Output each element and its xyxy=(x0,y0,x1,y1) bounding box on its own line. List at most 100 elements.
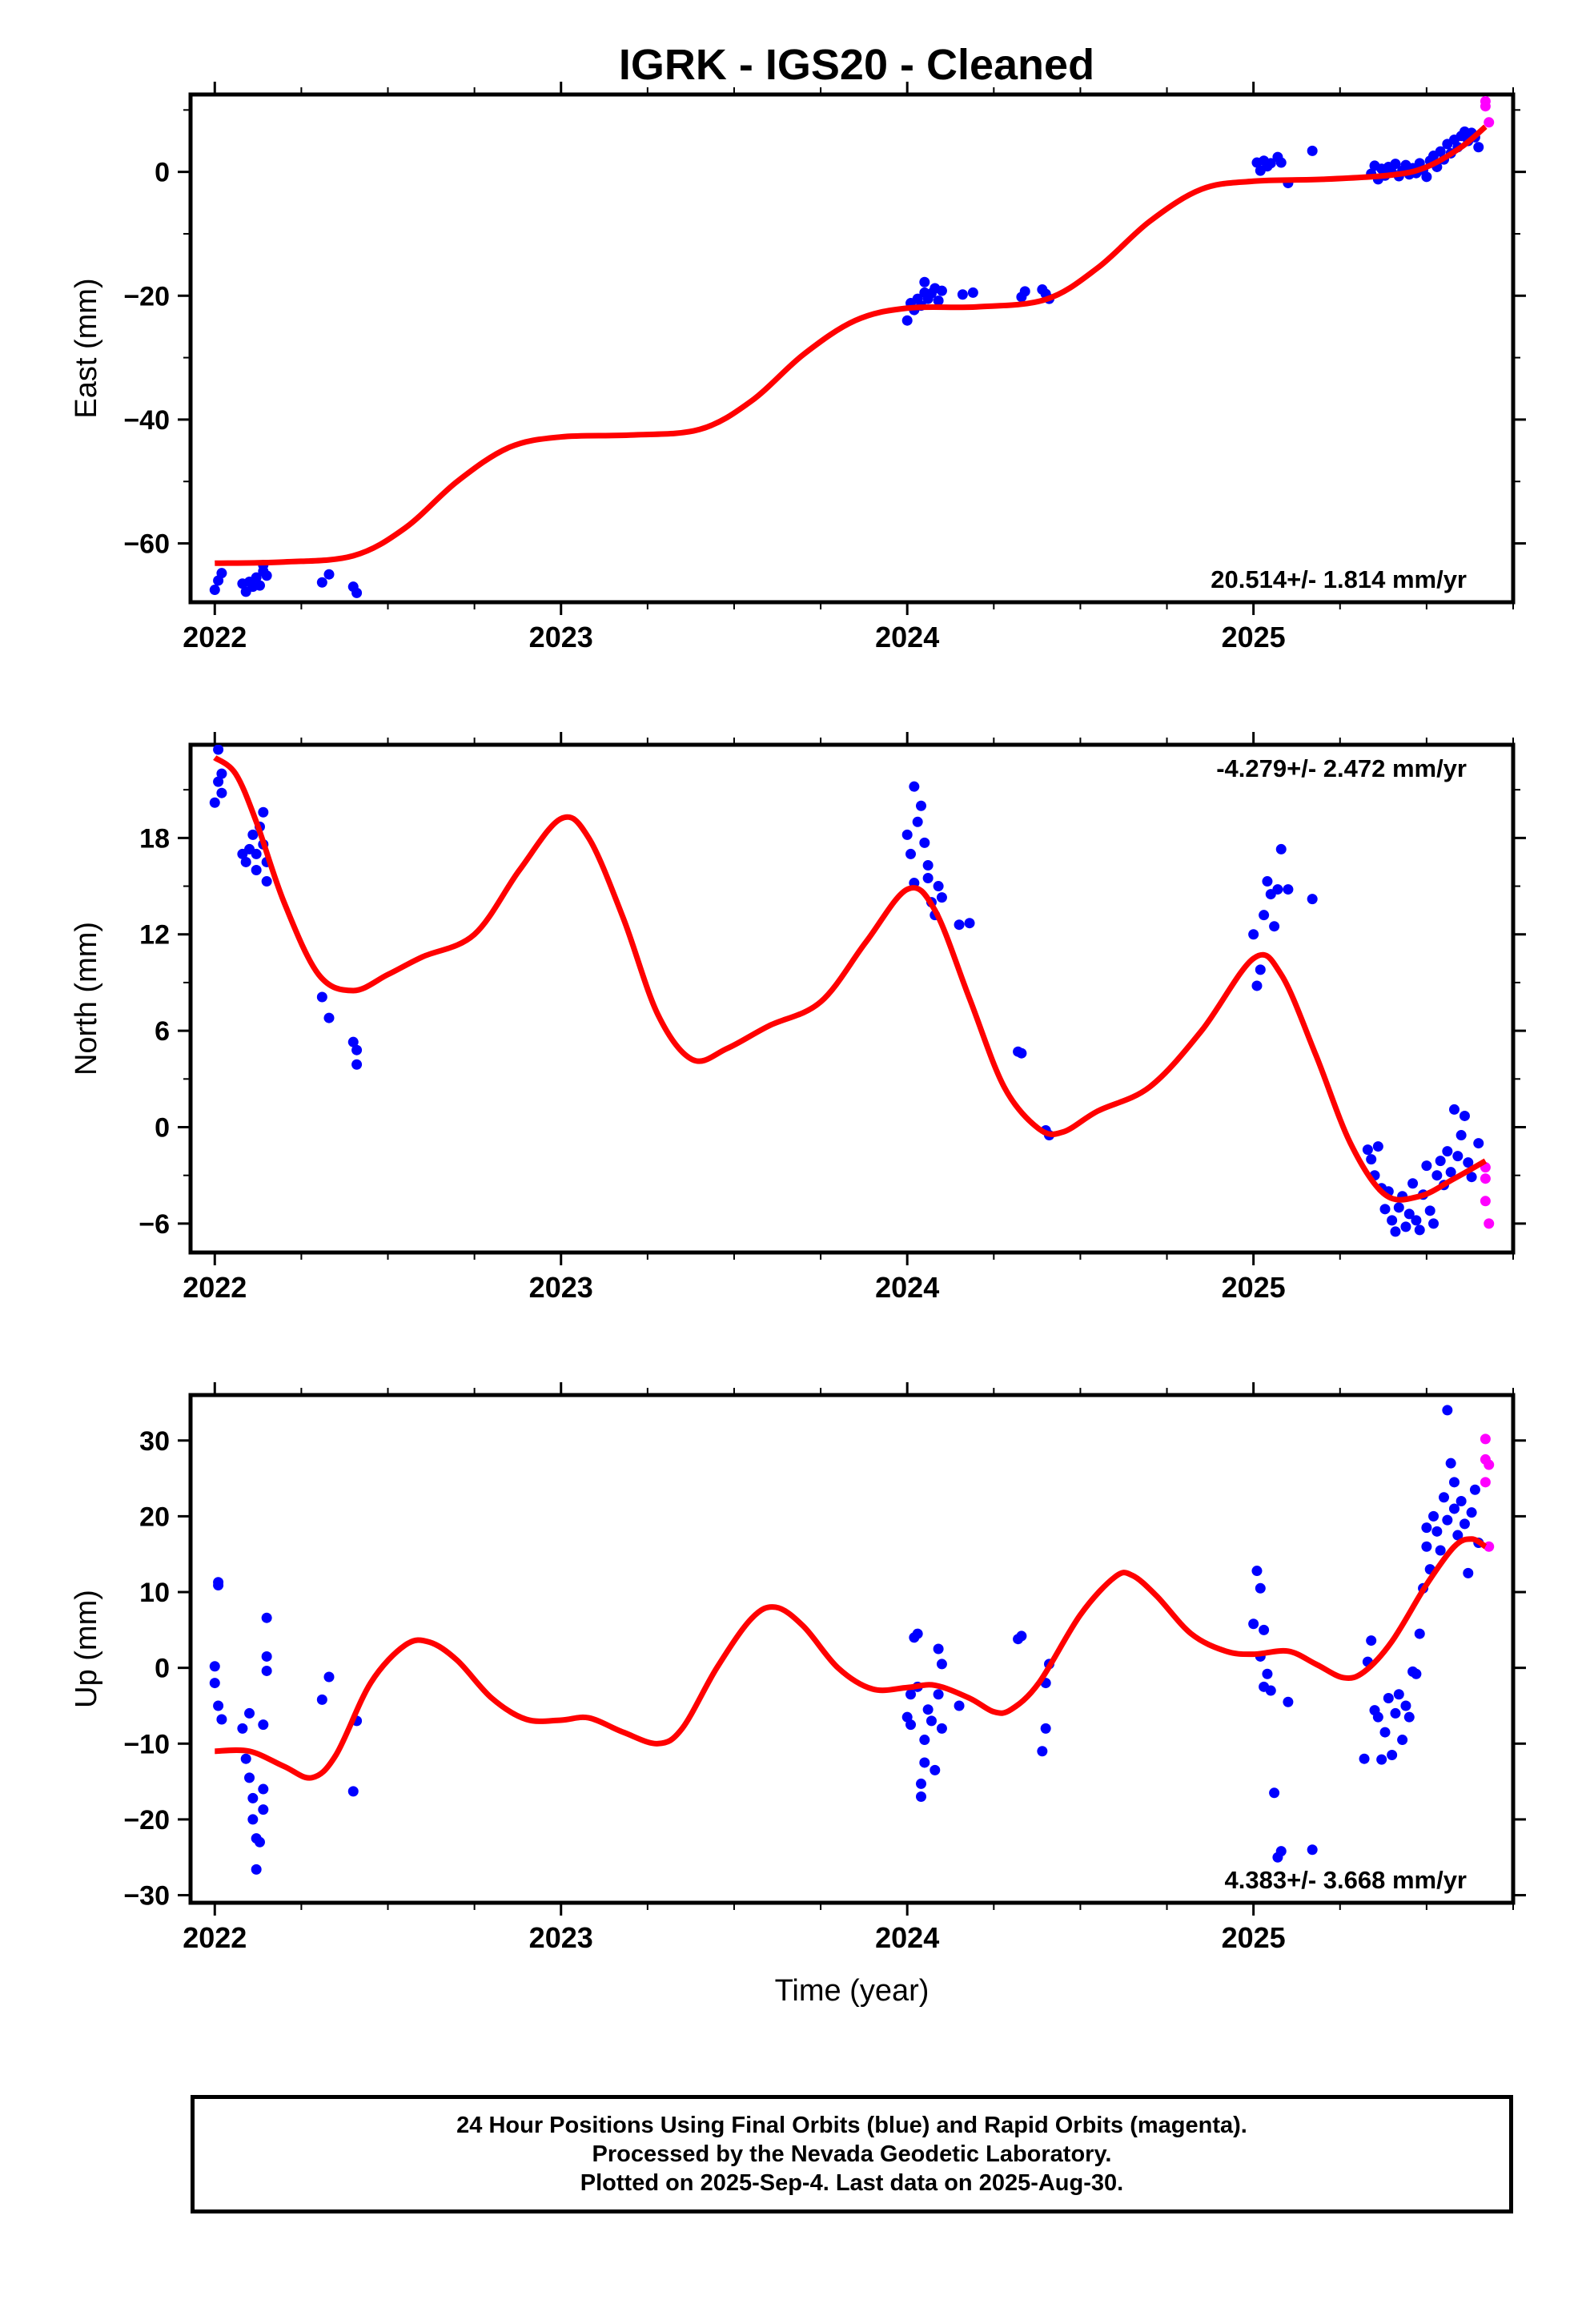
final-orbit-point xyxy=(1397,1735,1408,1746)
final-orbit-point xyxy=(1411,1668,1422,1679)
final-orbit-point xyxy=(1403,1711,1415,1723)
final-orbit-point xyxy=(1463,1567,1474,1578)
final-orbit-point xyxy=(1452,1530,1464,1541)
final-orbit-point xyxy=(1307,145,1318,156)
final-orbit-point xyxy=(240,856,251,867)
final-orbit-point xyxy=(1016,1630,1027,1642)
final-orbit-point xyxy=(1383,1693,1394,1704)
final-orbit-point xyxy=(247,1814,259,1825)
final-orbit-point xyxy=(1456,1495,1467,1506)
final-orbit-point xyxy=(209,1661,220,1672)
final-orbit-point xyxy=(1407,1178,1419,1189)
final-orbit-point xyxy=(1248,929,1259,940)
x-tick-label: 2024 xyxy=(875,1271,939,1304)
x-tick-label: 2024 xyxy=(875,621,939,653)
x-tick-label: 2023 xyxy=(529,621,593,653)
x-tick-label: 2024 xyxy=(875,1921,939,1954)
final-orbit-point xyxy=(1359,1753,1370,1764)
final-orbit-point xyxy=(1255,1582,1266,1594)
final-orbit-point xyxy=(1431,1170,1443,1181)
final-orbit-point xyxy=(1275,1846,1287,1857)
final-orbit-point xyxy=(1424,1205,1435,1216)
final-orbit-point xyxy=(323,1012,335,1023)
y-tick-label: −10 xyxy=(123,1729,170,1759)
final-orbit-point xyxy=(1275,843,1287,854)
final-orbit-point xyxy=(915,1778,926,1789)
data-points xyxy=(209,96,1495,598)
final-orbit-point xyxy=(922,859,934,870)
final-orbit-point xyxy=(1459,1518,1470,1530)
final-orbit-point xyxy=(1428,1218,1439,1229)
final-orbit-point xyxy=(1040,1723,1051,1734)
final-orbit-point xyxy=(1400,1221,1411,1232)
y-axis-label: North (mm) xyxy=(70,922,103,1076)
x-tick-label: 2022 xyxy=(183,1921,247,1954)
x-tick-label: 2022 xyxy=(183,1271,247,1304)
final-orbit-point xyxy=(1262,1668,1273,1679)
final-orbit-point xyxy=(251,1864,262,1875)
final-orbit-point xyxy=(954,919,965,931)
y-tick-label: −6 xyxy=(139,1209,170,1240)
footer-line-3: Plotted on 2025-Sep-4. Last data on 2025… xyxy=(580,2170,1124,2196)
final-orbit-point xyxy=(1456,1130,1467,1141)
plot-frame xyxy=(188,742,1516,1255)
y-tick-label: 0 xyxy=(155,1113,170,1144)
final-orbit-point xyxy=(316,991,327,1003)
final-orbit-point xyxy=(1393,1202,1404,1213)
final-orbit-point xyxy=(209,1678,220,1689)
footer-line-1: 24 Hour Positions Using Final Orbits (bl… xyxy=(456,2113,1247,2138)
final-orbit-point xyxy=(1445,1167,1456,1178)
final-orbit-point xyxy=(261,1665,272,1676)
final-orbit-point xyxy=(323,1671,335,1683)
model-curve xyxy=(213,755,1488,1203)
x-tick-label: 2025 xyxy=(1222,621,1286,653)
rapid-orbit-point xyxy=(1480,101,1491,112)
final-orbit-point xyxy=(1448,1503,1460,1514)
final-orbit-point xyxy=(1255,964,1266,975)
final-orbit-point xyxy=(915,800,926,811)
final-orbit-point xyxy=(261,876,272,887)
final-orbit-point xyxy=(1262,876,1273,887)
final-orbit-point xyxy=(216,787,227,798)
final-orbit-point xyxy=(347,1786,359,1797)
final-orbit-point xyxy=(216,568,227,579)
final-orbit-point xyxy=(922,873,934,884)
final-orbit-point xyxy=(351,587,363,598)
final-orbit-point xyxy=(1283,884,1294,895)
y-tick-label: −30 xyxy=(123,1881,170,1912)
final-orbit-point xyxy=(1414,1224,1425,1236)
final-orbit-point xyxy=(1448,1104,1460,1115)
final-orbit-point xyxy=(216,1714,227,1725)
final-orbit-point xyxy=(1428,1510,1439,1522)
final-orbit-point xyxy=(1463,1157,1474,1168)
final-orbit-point xyxy=(1366,1154,1377,1165)
final-orbit-point xyxy=(1307,894,1318,905)
final-orbit-point xyxy=(1251,980,1263,991)
final-orbit-point xyxy=(316,1694,327,1705)
final-orbit-point xyxy=(1379,1727,1391,1738)
x-tick-label: 2025 xyxy=(1222,1921,1286,1954)
final-orbit-point xyxy=(1265,1685,1276,1696)
final-orbit-point xyxy=(919,1757,930,1768)
final-orbit-point xyxy=(251,572,262,583)
final-orbit-point xyxy=(1448,1477,1460,1488)
final-orbit-point xyxy=(1259,910,1270,921)
final-orbit-point xyxy=(933,1643,944,1655)
final-orbit-point xyxy=(936,1723,947,1734)
y-tick-label: 18 xyxy=(139,823,170,854)
final-orbit-point xyxy=(957,289,968,300)
chart-title: IGRK - IGS20 - Cleaned xyxy=(618,41,1095,89)
final-orbit-point xyxy=(919,276,930,287)
final-orbit-point xyxy=(1269,921,1280,932)
final-orbit-point xyxy=(1466,1172,1477,1183)
final-orbit-point xyxy=(1421,171,1432,183)
final-orbit-point xyxy=(244,1772,255,1783)
final-orbit-point xyxy=(209,797,220,808)
final-orbit-point xyxy=(967,287,978,298)
final-orbit-point xyxy=(936,1659,947,1670)
final-orbit-point xyxy=(1272,884,1283,895)
x-tick-label: 2025 xyxy=(1222,1271,1286,1304)
rapid-orbit-point xyxy=(1484,1459,1495,1470)
final-orbit-point xyxy=(1248,1618,1259,1630)
y-tick-label: 0 xyxy=(155,1654,170,1684)
